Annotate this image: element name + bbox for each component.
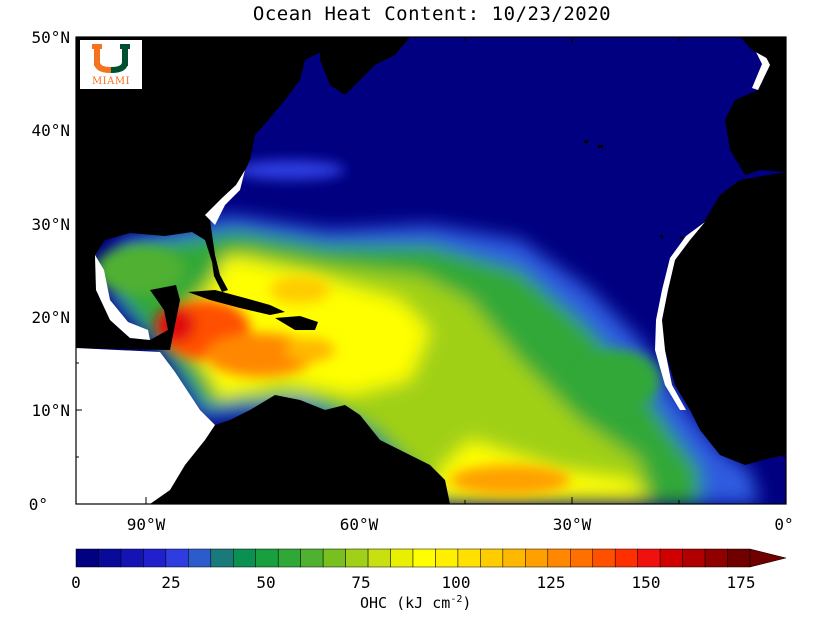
logo-text: MIAMI	[91, 76, 131, 87]
colorbar	[75, 548, 787, 568]
colorbar-swatch	[682, 548, 706, 568]
units-close: )	[462, 594, 472, 612]
colorbar-swatch	[75, 548, 99, 568]
africa-coast-no-data	[655, 222, 705, 410]
hispaniola-land	[275, 316, 318, 330]
lat-label: 50°N	[31, 28, 70, 47]
colorbar-swatch	[390, 548, 414, 568]
colorbar-swatch	[502, 548, 526, 568]
colorbar-tick-label: 150	[632, 573, 661, 592]
colorbar-tick-label: 25	[161, 573, 180, 592]
colorbar-swatch	[143, 548, 167, 568]
colorbar-swatch	[165, 548, 189, 568]
colorbar-swatch	[659, 548, 683, 568]
colorbar-swatch	[592, 548, 616, 568]
colorbar-swatch	[255, 548, 279, 568]
lat-label: 30°N	[31, 215, 70, 234]
lat-label: 20°N	[31, 308, 70, 327]
units-text: OHC (kJ cm	[360, 594, 451, 612]
colorbar-swatch	[480, 548, 504, 568]
north-america-land	[76, 37, 330, 350]
colorbar-tick-label: 0	[71, 573, 81, 592]
colorbar-swatch	[570, 548, 593, 568]
lon-label: 0°	[774, 515, 793, 534]
miami-logo: MIAMI	[80, 40, 142, 89]
colorbar-swatch	[704, 548, 728, 568]
lat-ticks	[76, 36, 786, 458]
colorbar-swatch	[188, 548, 212, 568]
colorbar-tick-label: 75	[351, 573, 370, 592]
lat-label: 40°N	[31, 121, 70, 140]
colorbar-swatch	[412, 548, 436, 568]
colorbar-swatch	[637, 548, 661, 568]
colorbar-swatch	[457, 548, 481, 568]
europe-land	[725, 37, 786, 175]
colorbar-swatch	[322, 548, 346, 568]
colorbar-swatch	[98, 548, 122, 568]
colorbar-swatch	[120, 548, 144, 568]
colorbar-swatch	[345, 548, 369, 568]
colorbar-tick-label: 50	[256, 573, 275, 592]
lat-label: 0°	[29, 495, 48, 514]
colorbar-swatch	[277, 548, 301, 568]
colorbar-swatch	[300, 548, 324, 568]
florida-land	[212, 262, 228, 292]
map-title: Ocean Heat Content: 10/23/2020	[252, 3, 612, 25]
newfoundland-land	[320, 37, 410, 95]
units-exponent: -2	[450, 594, 463, 605]
lon-label: 30°W	[553, 515, 592, 534]
colorbar-swatch	[210, 548, 234, 568]
coastal-no-data	[76, 348, 215, 504]
colorbar-tick-labels: 0 25 50 75 100 125 150 175	[71, 573, 755, 592]
lon-ticks	[145, 37, 787, 504]
colorbar-swatch	[525, 548, 549, 568]
lon-labels: 90°W 60°W 30°W 0°	[127, 515, 794, 534]
map-plot-area	[76, 37, 786, 504]
colorbar-swatch	[614, 548, 638, 568]
africa-land	[662, 172, 786, 465]
colorbar-tick-label: 125	[537, 573, 566, 592]
lon-label: 60°W	[340, 515, 379, 534]
canary-islands-land	[660, 235, 663, 238]
university-of-miami-u-logo-icon	[92, 44, 130, 73]
colorbar-swatch	[435, 548, 459, 568]
colorbar-tick-label: 100	[442, 573, 471, 592]
cuba-land	[188, 290, 285, 315]
colorbar-units-label: OHC (kJ cm-2)	[360, 594, 471, 612]
azores-land	[584, 140, 588, 143]
lat-labels: 50°N 40°N 30°N 20°N 10°N 0°	[29, 28, 70, 514]
lat-label: 10°N	[31, 401, 70, 420]
lon-label: 90°W	[127, 515, 166, 534]
colorbar-swatch	[367, 548, 391, 568]
colorbar-swatch	[233, 548, 256, 568]
colorbar-swatch	[547, 548, 571, 568]
greenland-land	[740, 37, 786, 60]
colorbar-extend-arrow	[749, 548, 787, 568]
colorbar-tick-label: 175	[727, 573, 756, 592]
colorbar-swatch	[727, 548, 751, 568]
